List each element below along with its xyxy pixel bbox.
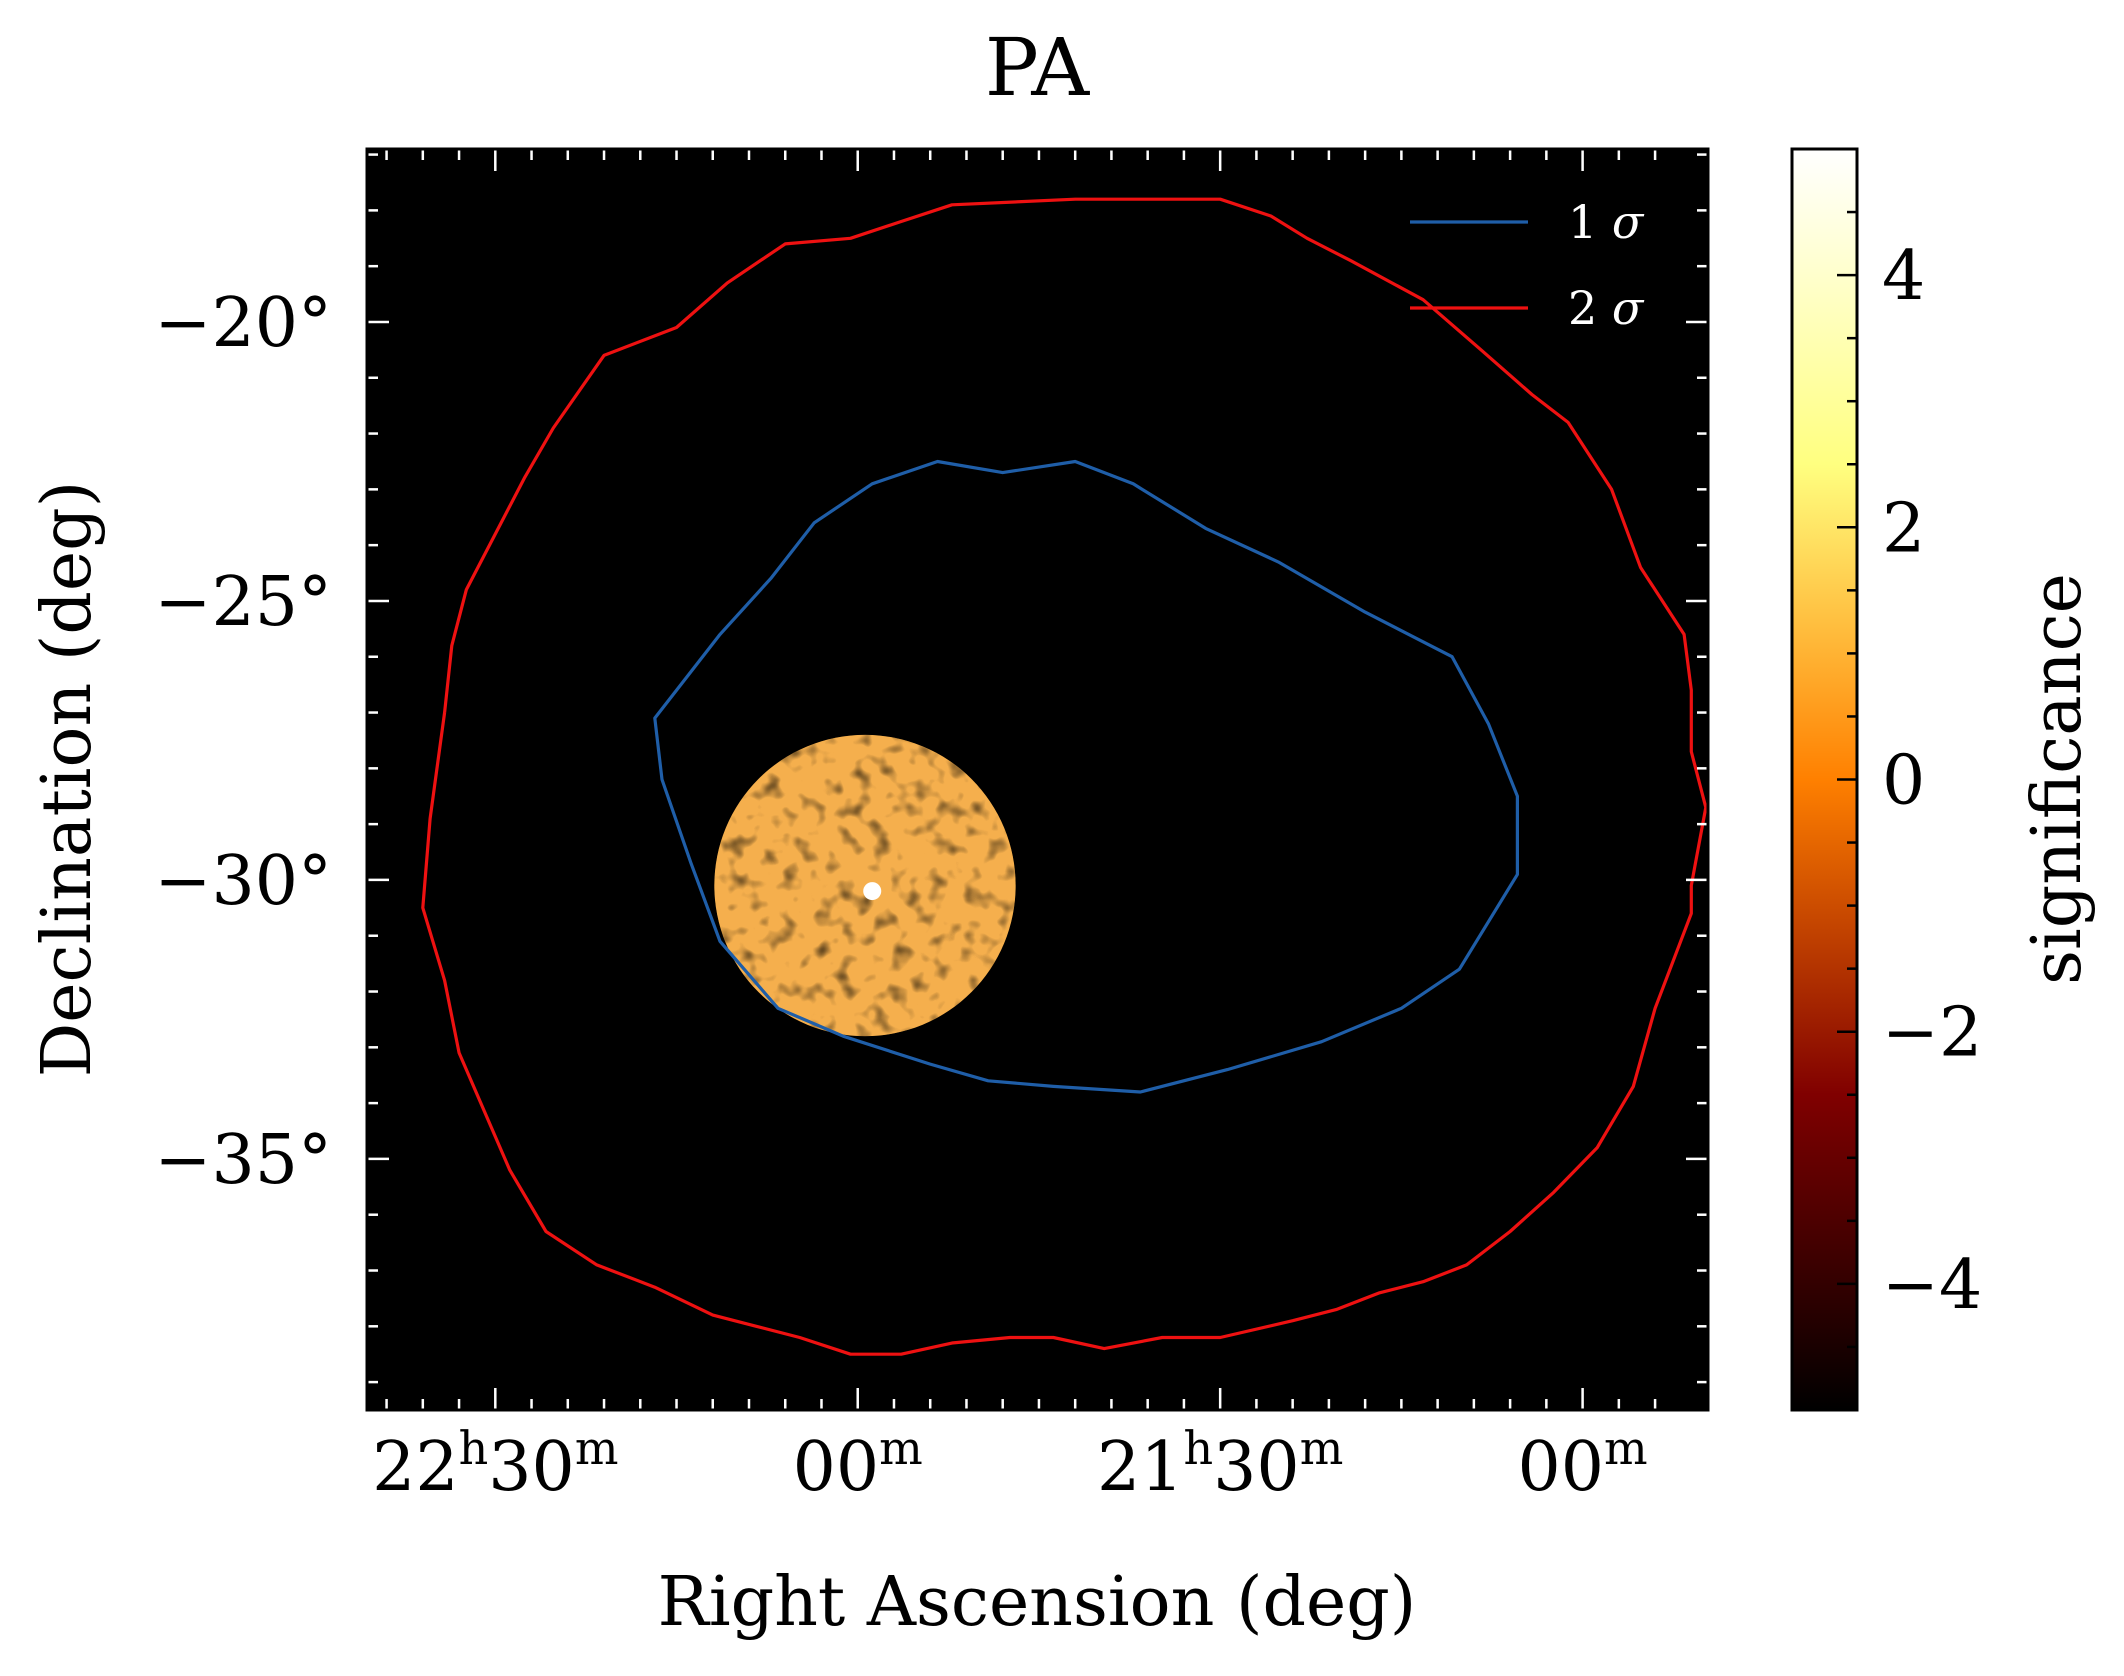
x-tick-label-2: 00m [793, 1421, 923, 1507]
x-tick-label-1: 22h30m [372, 1421, 618, 1507]
colorbar-tick-label-3: 0 [1882, 742, 1925, 821]
y-tick-label-3: −30° [154, 842, 332, 921]
contour-2-sigma [421, 197, 1708, 1356]
significance-hotspot [863, 882, 882, 901]
y-tick-label-1: −20° [154, 284, 332, 363]
colorbar-tick-label-5: −4 [1882, 1246, 1982, 1325]
legend-label-1: 1 σ [1568, 195, 1645, 249]
chart-title: PA [985, 21, 1090, 114]
x-tick-label-4: 00m [1518, 1421, 1648, 1507]
colorbar-tick-label-1: 4 [1882, 237, 1925, 316]
colorbar-tick-label-4: −2 [1882, 994, 1982, 1073]
x-axis-title: Right Ascension (deg) [658, 1563, 1417, 1642]
legend: 1 σ 2 σ [1410, 195, 1645, 335]
contour-1-sigma [653, 459, 1519, 1094]
plot-frame [365, 147, 1710, 1412]
y-tick-label-4: −35° [154, 1121, 332, 1200]
legend-label-2: 2 σ [1568, 281, 1645, 335]
plot-background [367, 149, 1708, 1410]
y-tick-label-2: −25° [154, 563, 332, 642]
colorbar: 4 2 0 −2 −4 significance [1790, 147, 2097, 1412]
colorbar-label: significance [2018, 573, 2097, 985]
x-tick-label-3: 21h30m [1097, 1421, 1343, 1507]
y-axis-title: Declination (deg) [28, 481, 107, 1077]
colorbar-tick-label-2: 2 [1882, 489, 1925, 568]
